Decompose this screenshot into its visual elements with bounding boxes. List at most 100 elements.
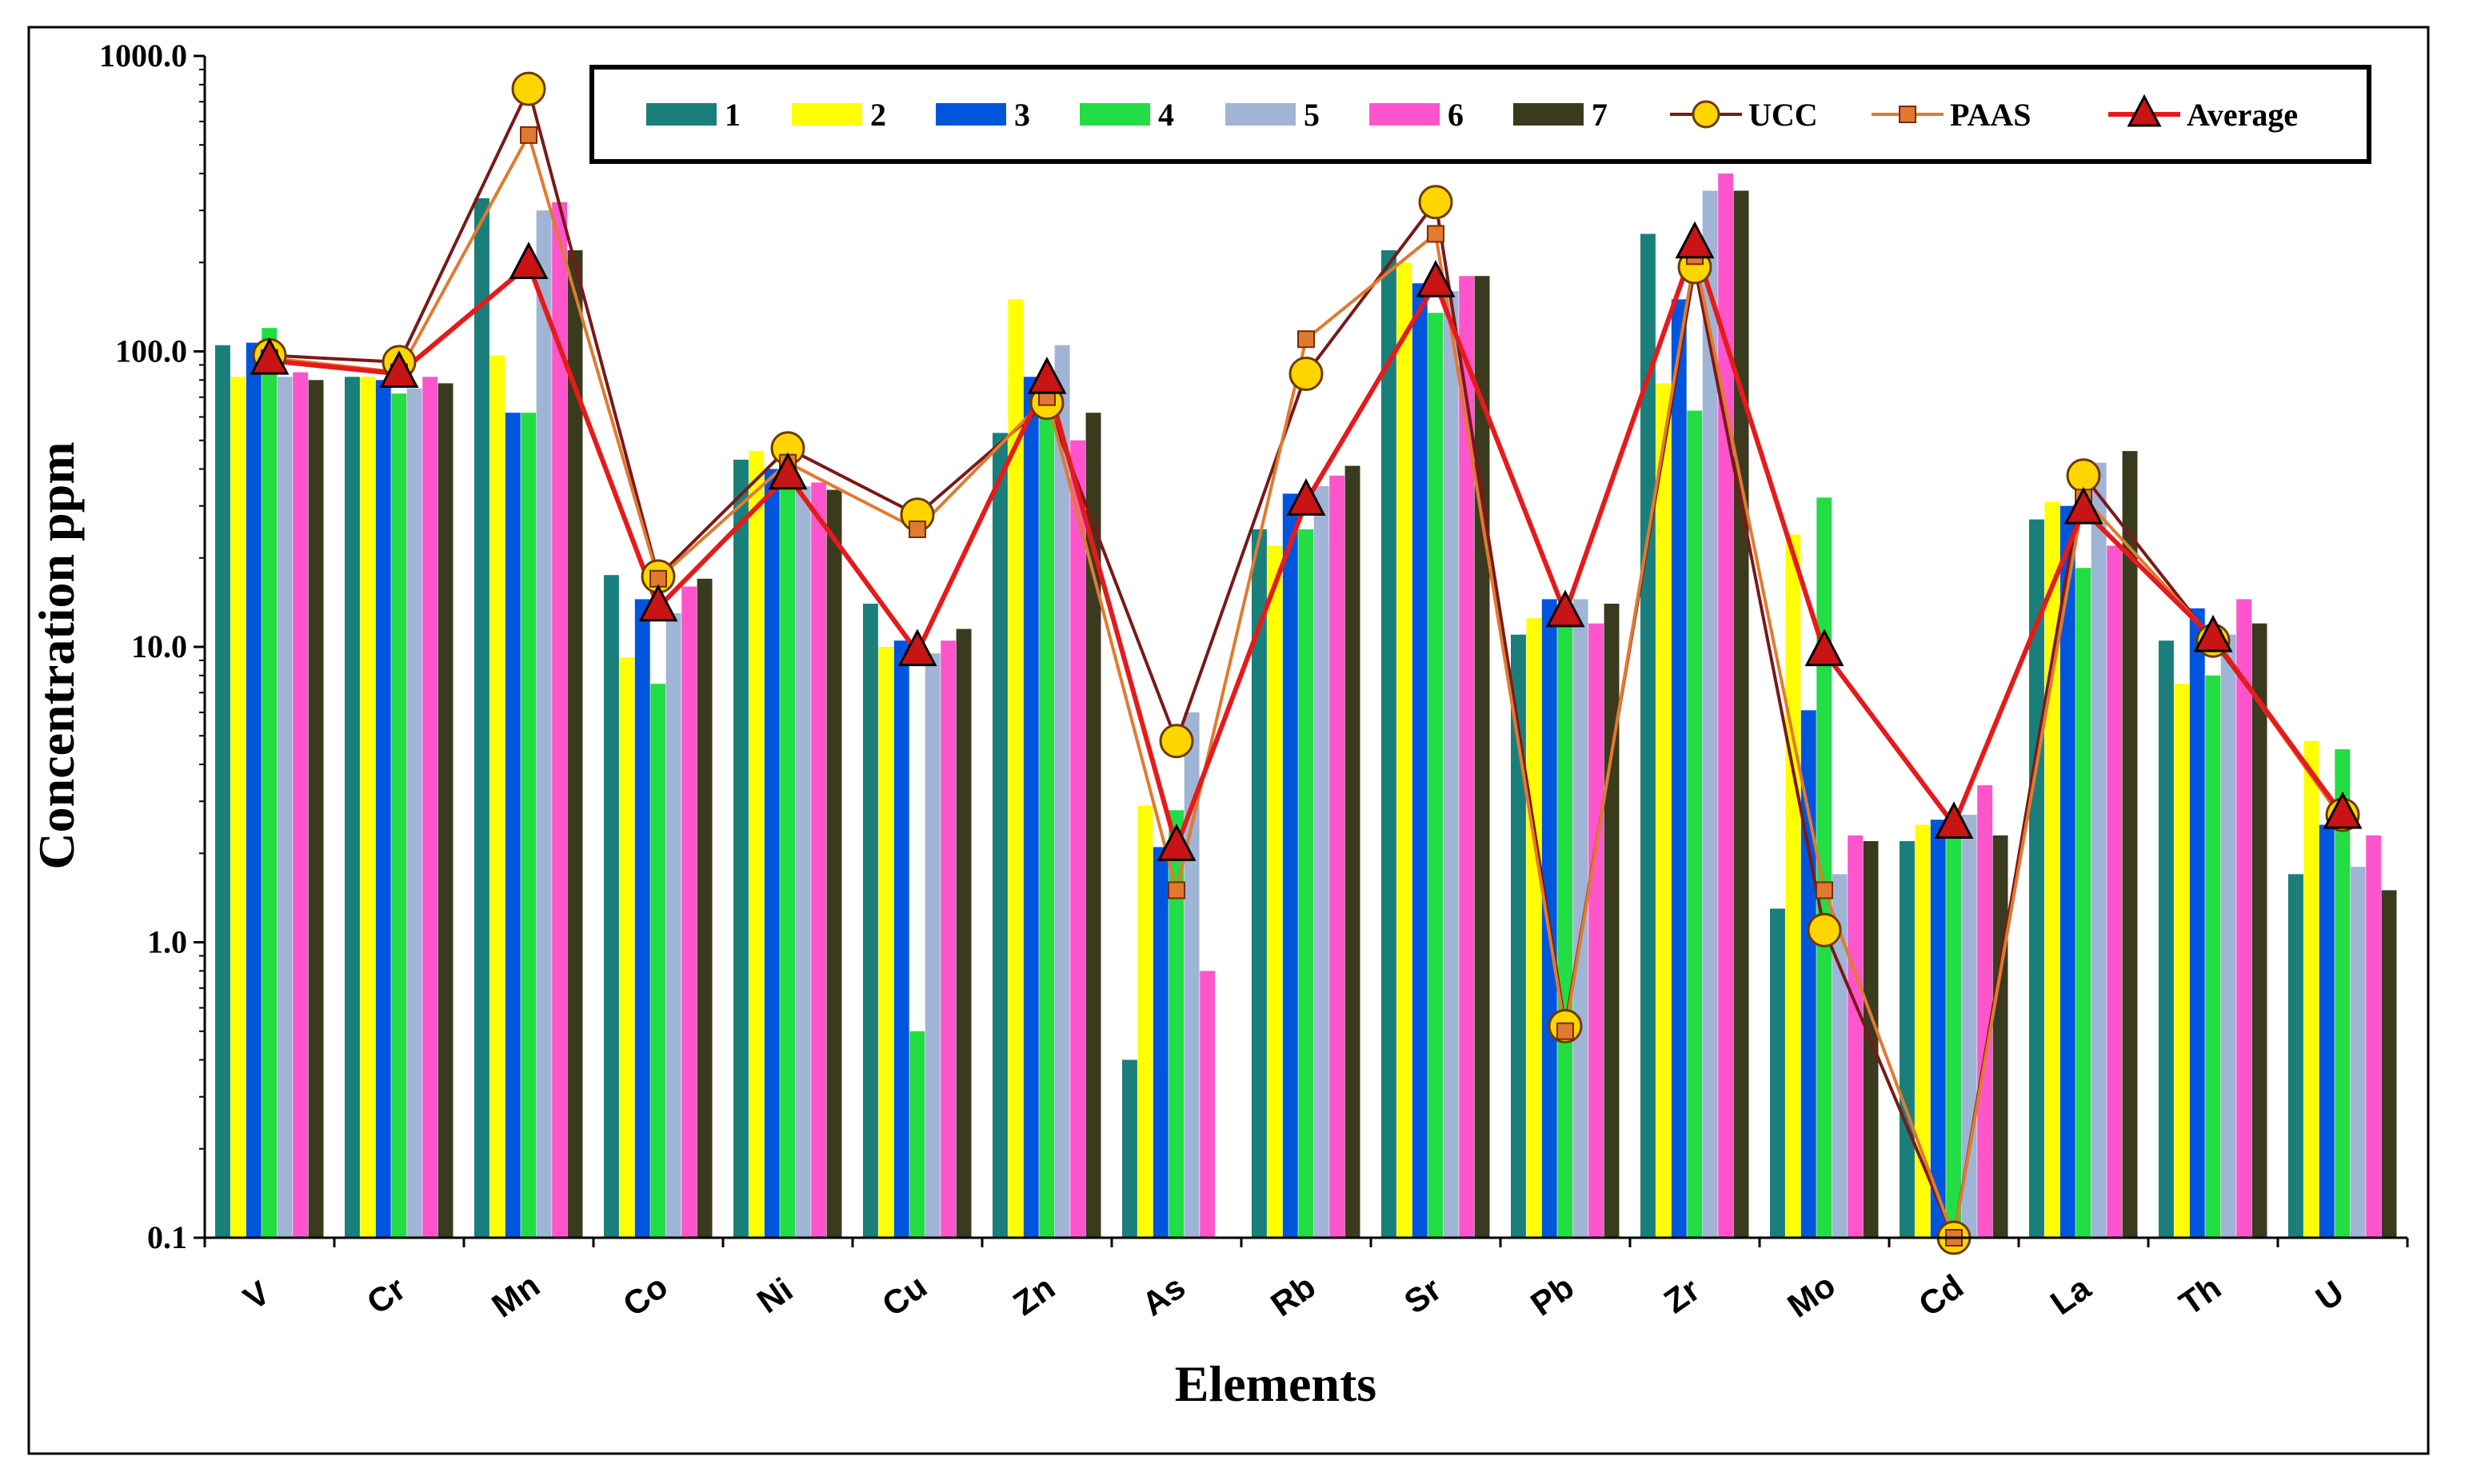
marker-average-Mn	[509, 241, 549, 279]
bar-6-Th	[2236, 599, 2252, 1238]
legend-label-2: 2	[870, 97, 886, 133]
marker-average-Zr	[1675, 221, 1715, 259]
bar-4-Pb	[1557, 612, 1573, 1238]
bar-1-Cd	[1900, 841, 1915, 1238]
bar-2-As	[1137, 805, 1153, 1238]
bar-1-Zn	[993, 433, 1008, 1238]
bar-2-Cd	[1915, 824, 1931, 1238]
bar-3-Cd	[1930, 820, 1946, 1238]
bar-7-Mn	[567, 250, 583, 1238]
legend-box	[589, 65, 2371, 164]
legend-swatch-7	[1513, 103, 1584, 126]
bar-2-Zr	[1656, 383, 1672, 1238]
y-tick-label: 1.0	[147, 924, 187, 960]
bar-6-Zn	[1070, 440, 1086, 1238]
bar-7-V	[308, 380, 324, 1238]
bar-2-U	[2303, 740, 2319, 1238]
bar-3-Cr	[375, 380, 391, 1238]
bar-5-La	[2091, 462, 2107, 1238]
y-axis-title: Concentration ppm	[28, 441, 85, 869]
bar-5-Cu	[925, 653, 941, 1238]
bar-3-Mo	[1800, 710, 1816, 1238]
marker-average-Cd	[1934, 801, 1974, 839]
marker-average-Th	[2193, 614, 2233, 652]
marker-average-U	[2323, 791, 2363, 829]
bar-1-Th	[2159, 640, 2174, 1238]
bar-1-Ni	[733, 459, 749, 1238]
bar-6-Pb	[1588, 623, 1604, 1238]
bar-7-Zr	[1733, 190, 1749, 1238]
y-tick-label: 10.0	[131, 628, 187, 664]
lines-layer	[250, 71, 2363, 1255]
marker-average-La	[2063, 486, 2103, 525]
bar-5-Pb	[1572, 599, 1588, 1238]
bar-6-Zr	[1718, 174, 1734, 1238]
marker-paas-Sr	[1427, 225, 1444, 243]
y-ticks-layer: 0.1 1.0 10.0 100.0 1000.0	[99, 38, 205, 1255]
legend-marker-average	[2127, 94, 2162, 127]
bar-2-Ni	[749, 451, 765, 1238]
legend-label-4: 4	[1158, 97, 1174, 133]
bar-1-Zr	[1640, 233, 1656, 1238]
bar-2-V	[230, 377, 246, 1238]
bar-3-Mn	[505, 413, 521, 1239]
bar-2-Pb	[1526, 618, 1542, 1238]
bar-4-U	[2335, 749, 2351, 1238]
bar-4-Zr	[1687, 410, 1703, 1238]
bar-7-Co	[697, 578, 713, 1238]
bar-6-La	[2107, 545, 2123, 1238]
bar-1-Cu	[863, 604, 878, 1238]
marker-paas-Pb	[1556, 1022, 1574, 1040]
marker-average-Rb	[1286, 478, 1326, 516]
bar-6-Ni	[811, 482, 827, 1238]
bar-1-U	[2288, 874, 2303, 1238]
bar-7-U	[2381, 890, 2397, 1238]
y-tick-label: 0.1	[147, 1219, 187, 1255]
bar-6-Cd	[1977, 785, 1993, 1238]
legend-swatch-1	[646, 103, 717, 126]
bar-1-La	[2029, 519, 2044, 1238]
bar-2-Mn	[489, 355, 505, 1238]
bar-3-Sr	[1412, 283, 1428, 1238]
bar-1-Co	[604, 575, 619, 1238]
legend-label-1: 1	[725, 97, 741, 133]
legend-label-5: 5	[1304, 97, 1320, 133]
marker-average-Cr	[379, 350, 419, 388]
bars-layer	[215, 174, 2397, 1239]
bar-1-Sr	[1381, 250, 1396, 1238]
marker-ucc-Mn	[511, 71, 546, 106]
marker-paas-Rb	[1297, 330, 1315, 349]
bar-5-Ni	[795, 486, 811, 1238]
bar-2-Mo	[1785, 534, 1801, 1238]
bar-5-Rb	[1313, 486, 1329, 1238]
marker-ucc-Rb	[1288, 357, 1324, 391]
bar-4-As	[1169, 810, 1185, 1238]
bar-5-Th	[2220, 634, 2236, 1238]
marker-ucc-Mo	[1807, 912, 1842, 947]
legend-marker-paas	[1899, 106, 1916, 123]
bar-4-Zn	[1039, 380, 1055, 1238]
bar-6-Rb	[1329, 475, 1345, 1238]
bar-5-Zn	[1054, 345, 1070, 1239]
marker-ucc-As	[1159, 724, 1194, 759]
bar-4-Mn	[521, 413, 537, 1239]
bar-1-Pb	[1511, 634, 1526, 1238]
marker-paas-Mo	[1816, 881, 1833, 900]
marker-average-V	[250, 337, 290, 375]
bar-4-Th	[2205, 675, 2221, 1238]
bar-5-V	[277, 377, 293, 1238]
legend-swatch-3	[936, 103, 1006, 126]
bar-6-Mo	[1848, 835, 1864, 1238]
bar-2-La	[2044, 501, 2060, 1238]
bar-6-Sr	[1459, 276, 1475, 1239]
bar-2-Th	[2174, 684, 2190, 1238]
bar-2-Zn	[1008, 299, 1024, 1238]
bar-3-La	[2059, 505, 2075, 1238]
marker-average-Zn	[1027, 357, 1067, 394]
bar-7-Cd	[1992, 835, 2008, 1238]
marker-paas-As	[1168, 881, 1185, 900]
bar-5-Mn	[536, 210, 552, 1239]
bar-5-Mo	[1832, 874, 1848, 1238]
bar-6-As	[1200, 971, 1216, 1238]
